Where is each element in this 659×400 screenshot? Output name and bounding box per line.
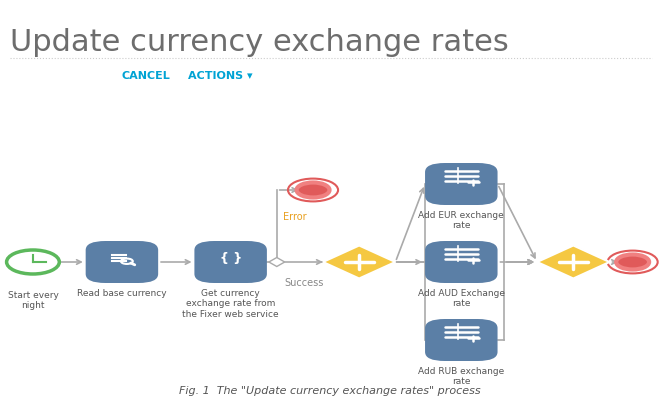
Circle shape <box>616 254 649 270</box>
FancyBboxPatch shape <box>194 241 267 283</box>
Text: ACTIONS ▾: ACTIONS ▾ <box>188 71 252 81</box>
FancyBboxPatch shape <box>425 241 498 283</box>
Text: Success: Success <box>284 278 324 288</box>
Text: Add EUR exchange
rate: Add EUR exchange rate <box>418 211 504 230</box>
Polygon shape <box>323 246 395 278</box>
Circle shape <box>297 182 330 198</box>
Text: Add AUD Exchange
rate: Add AUD Exchange rate <box>418 289 505 308</box>
Text: { }: { } <box>219 252 242 266</box>
Circle shape <box>7 250 59 274</box>
Polygon shape <box>537 246 610 278</box>
FancyBboxPatch shape <box>425 319 498 361</box>
Text: RUN: RUN <box>72 71 99 81</box>
Text: Fig. 1  The "Update currency exchange rates" process: Fig. 1 The "Update currency exchange rat… <box>179 386 480 396</box>
Text: CANCEL: CANCEL <box>122 71 171 81</box>
Text: Start every
night: Start every night <box>7 290 59 310</box>
Text: Update currency exchange rates: Update currency exchange rates <box>10 28 509 57</box>
FancyBboxPatch shape <box>86 241 158 283</box>
Text: SAVE: SAVE <box>17 71 49 81</box>
Text: Error: Error <box>283 212 307 222</box>
Text: Add RUB exchange
rate: Add RUB exchange rate <box>418 367 504 386</box>
Text: Get currency
exchange rate from
the Fixer web service: Get currency exchange rate from the Fixe… <box>183 289 279 319</box>
FancyBboxPatch shape <box>425 163 498 205</box>
Text: Read base currency: Read base currency <box>77 289 167 298</box>
Polygon shape <box>269 258 285 266</box>
